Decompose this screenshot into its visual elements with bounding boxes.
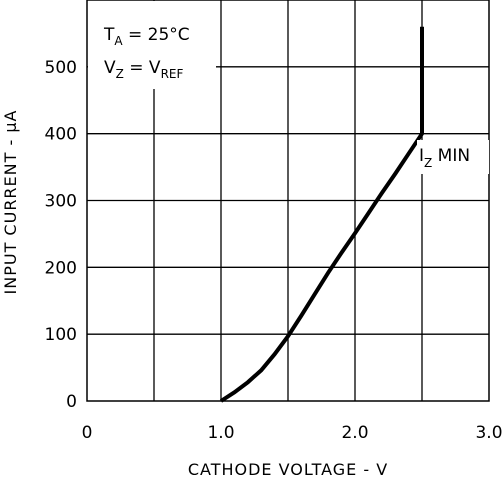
x-tick-label: 3.0 <box>475 423 502 443</box>
x-tick-labels: 0 1.0 2.0 3.0 <box>82 423 503 443</box>
y-tick-label: 100 <box>45 325 77 345</box>
y-tick-label: 300 <box>45 192 77 212</box>
x-tick-label: 1.0 <box>207 423 234 443</box>
iz-min-label: IZ MIN <box>419 146 470 170</box>
iz-min-label-bg <box>417 140 489 174</box>
y-tick-label: 500 <box>45 58 77 78</box>
conditions-box <box>88 1 216 89</box>
y-axis-title: INPUT CURRENT - µA <box>1 110 20 295</box>
y-tick-labels: 0 100 200 300 400 500 <box>45 58 77 412</box>
y-tick-label: 400 <box>45 125 77 145</box>
y-tick-label: 0 <box>66 392 77 412</box>
condition-ta: TA = 25°C <box>103 25 190 48</box>
y-tick-label: 200 <box>45 258 77 278</box>
x-axis-title: CATHODE VOLTAGE - V <box>188 460 388 479</box>
x-tick-label: 0 <box>82 423 93 443</box>
series-line <box>219 26 424 403</box>
x-tick-label: 2.0 <box>341 423 368 443</box>
condition-vz: VZ = VREF <box>104 58 183 81</box>
